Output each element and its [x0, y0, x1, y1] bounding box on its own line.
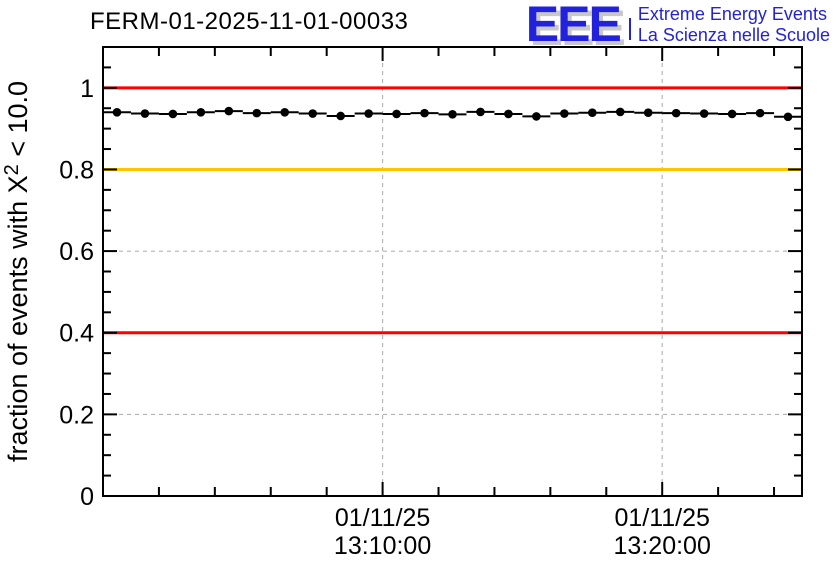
data-point	[588, 108, 597, 118]
x-tick-label-date: 01/11/25	[335, 504, 430, 532]
eee-logo-text: Extreme Energy Events La Scienza nelle S…	[638, 2, 830, 45]
data-point	[727, 109, 737, 119]
data-point	[420, 108, 429, 118]
data-point	[140, 109, 150, 118]
eee-logo-line1: Extreme Energy Events	[637, 4, 827, 24]
eee-logo-separator	[628, 17, 631, 40]
data-point	[476, 107, 485, 117]
x-tick-label-date: 01/11/25	[614, 504, 709, 532]
data-point	[112, 108, 122, 117]
data-point	[643, 108, 653, 118]
page-title: FERM-01-2025-11-01-00033	[90, 8, 409, 35]
data-point	[671, 108, 681, 118]
y-tick-label: 0.4	[59, 320, 94, 348]
y-axis-title: fraction of events with X2 < 10.0	[1, 81, 33, 462]
data-point	[699, 109, 709, 118]
data-point	[783, 112, 793, 122]
data-point	[504, 109, 513, 119]
eee-logo-line2: La Scienza nelle Scuole	[637, 24, 830, 45]
data-point	[252, 108, 262, 118]
data-point	[615, 107, 625, 117]
y-tick-label: 0.6	[59, 238, 94, 266]
data-point	[560, 109, 569, 118]
data-point	[448, 110, 457, 119]
x-tick-label-time: 13:20:00	[614, 532, 711, 560]
eee-logo-acronym: EEE	[525, 0, 622, 52]
y-tick-label: 0	[80, 483, 94, 511]
data-point	[308, 109, 318, 118]
data-point	[280, 108, 290, 117]
data-point	[168, 109, 178, 119]
y-tick-label: 0.2	[59, 401, 94, 429]
eee-logo: EEE Extreme Energy Events La Scienza nel…	[525, 0, 830, 52]
data-point	[364, 109, 373, 118]
data-point	[532, 112, 541, 121]
data-point	[196, 108, 206, 117]
data-point	[224, 106, 234, 116]
x-tick-label-time: 13:10:00	[334, 532, 431, 560]
y-tick-label: 0.8	[59, 156, 94, 184]
data-point	[336, 111, 345, 121]
data-point	[755, 108, 765, 118]
data-point	[392, 109, 401, 119]
y-tick-label: 1	[80, 75, 94, 103]
